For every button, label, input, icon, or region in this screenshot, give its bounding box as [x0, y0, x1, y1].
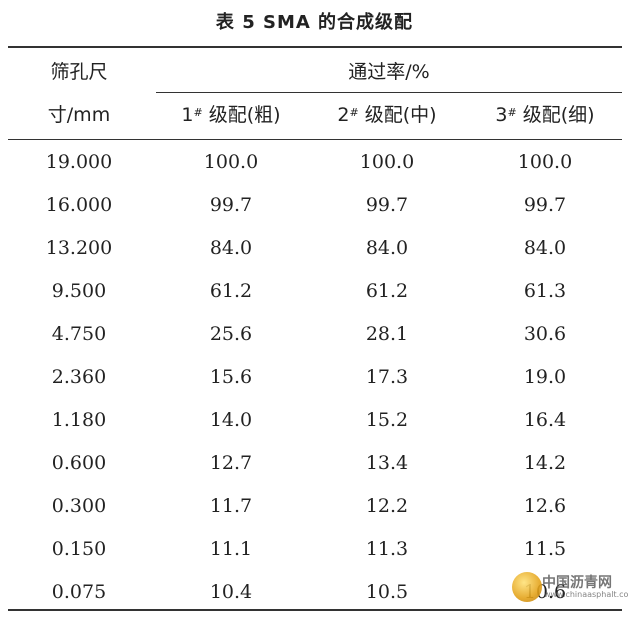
cell-passing-coarse: 12.7: [209, 452, 253, 474]
cell-passing-medium: 99.7: [365, 194, 409, 216]
cell-sieve-size: 0.600: [51, 452, 107, 474]
cell-passing-fine: 30.6: [523, 323, 567, 345]
cell-sieve-size: 16.000: [45, 194, 113, 216]
cell-sieve-size: 13.200: [45, 237, 113, 259]
cell-sieve-size: 9.500: [51, 280, 107, 302]
cell-passing-medium: 15.2: [365, 409, 409, 431]
cell-passing-coarse: 99.7: [209, 194, 253, 216]
cell-passing-coarse: 11.7: [209, 495, 253, 517]
header-passing-rate: 通过率/%: [348, 61, 430, 83]
cell-passing-fine: 16.4: [523, 409, 567, 431]
cell-sieve-size: 4.750: [51, 323, 107, 345]
cell-passing-fine: 99.7: [523, 194, 567, 216]
globe-logo-icon: [512, 572, 542, 602]
cell-passing-coarse: 11.1: [209, 538, 253, 560]
cell-passing-medium: 61.2: [365, 280, 409, 302]
header-gradation-fine: 3# 级配(细): [495, 104, 595, 126]
header-gradation-coarse: 1# 级配(粗): [181, 104, 281, 126]
top-rule: [8, 46, 622, 48]
cell-sieve-size: 1.180: [51, 409, 107, 431]
cell-passing-fine: 61.3: [523, 280, 567, 302]
cell-passing-medium: 12.2: [365, 495, 409, 517]
cell-sieve-size: 19.000: [45, 151, 113, 173]
cell-passing-coarse: 100.0: [203, 151, 259, 173]
cell-passing-fine: 14.2: [523, 452, 567, 474]
cell-sieve-size: 0.150: [51, 538, 107, 560]
cell-passing-medium: 28.1: [365, 323, 409, 345]
header-sub-rule: [156, 92, 622, 93]
cell-passing-fine: 100.0: [517, 151, 573, 173]
cell-passing-medium: 11.3: [365, 538, 409, 560]
cell-passing-medium: 100.0: [359, 151, 415, 173]
table-title: 表 5 SMA 的合成级配: [215, 12, 414, 33]
cell-passing-medium: 10.5: [365, 581, 409, 603]
cell-passing-fine: 12.6: [523, 495, 567, 517]
cell-passing-coarse: 25.6: [209, 323, 253, 345]
header-gradation-medium: 2# 级配(中): [337, 104, 437, 126]
bottom-rule: [8, 609, 622, 611]
cell-passing-medium: 17.3: [365, 366, 409, 388]
cell-passing-fine: 84.0: [523, 237, 567, 259]
header-rule: [8, 139, 622, 140]
cell-passing-medium: 84.0: [365, 237, 409, 259]
cell-sieve-size: 2.360: [51, 366, 107, 388]
cell-passing-coarse: 61.2: [209, 280, 253, 302]
header-sieve-size-line1: 筛孔尺: [50, 61, 108, 83]
cell-passing-coarse: 10.4: [209, 581, 253, 603]
cell-sieve-size: 0.300: [51, 495, 107, 517]
watermark: 中国沥青网 www.chinaasphalt.com: [512, 570, 629, 606]
header-sieve-size-line2: 寸/mm: [47, 104, 111, 126]
cell-passing-coarse: 15.6: [209, 366, 253, 388]
cell-passing-coarse: 84.0: [209, 237, 253, 259]
cell-sieve-size: 0.075: [51, 581, 107, 603]
cell-passing-fine: 19.0: [523, 366, 567, 388]
watermark-name: 中国沥青网: [542, 575, 612, 591]
cell-passing-fine: 11.5: [523, 538, 567, 560]
cell-passing-coarse: 14.0: [209, 409, 253, 431]
watermark-url: www.chinaasphalt.com: [544, 590, 629, 599]
cell-passing-medium: 13.4: [365, 452, 409, 474]
